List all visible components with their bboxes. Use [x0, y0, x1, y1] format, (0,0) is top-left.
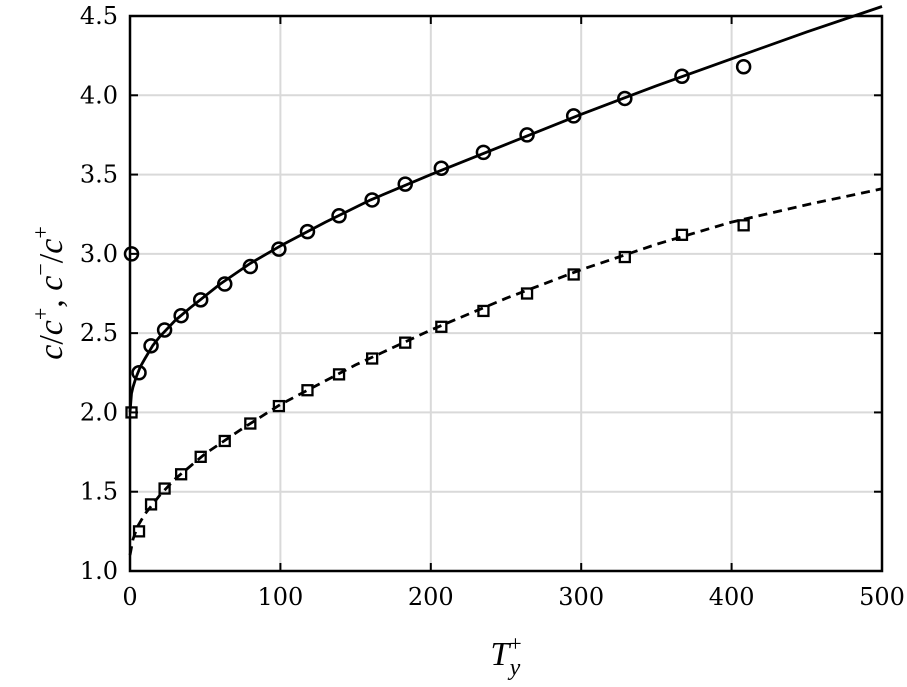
square-marker [399, 336, 412, 349]
grid [130, 16, 882, 571]
x-tick-label: 100 [257, 583, 303, 611]
x-axis-label: T+ y [490, 631, 521, 681]
solid-fit-line [128, 5, 883, 413]
square-marker [244, 417, 257, 430]
y-axis-label: c/c+, c−/c+ [28, 226, 70, 360]
x-tick-label: 0 [122, 583, 137, 611]
y-tick-label: 2.5 [80, 319, 118, 347]
circle-marker [131, 365, 147, 381]
y-tick-label: 4.5 [80, 2, 118, 30]
x-tick-label: 200 [408, 583, 454, 611]
circle-marker [192, 292, 209, 308]
circle-marker [156, 322, 173, 338]
x-tick-label: 500 [859, 583, 905, 611]
circle-marker [364, 192, 380, 208]
circle-marker [331, 208, 347, 224]
square-marker [737, 219, 750, 232]
circle-marker [143, 338, 159, 354]
x-tick-label: 400 [709, 583, 755, 611]
y-tick-label: 2.0 [80, 398, 118, 426]
series-layer [123, 5, 883, 556]
plot-frame [128, 14, 884, 573]
square-marker [144, 498, 158, 511]
y-tick-label: 3.5 [80, 161, 118, 189]
x-tick-label: 300 [558, 583, 604, 611]
circle-marker [299, 223, 316, 240]
circle-marker [674, 68, 690, 85]
square-marker [567, 268, 580, 281]
square-series [125, 219, 750, 538]
circle-marker [475, 144, 492, 161]
square-marker [301, 384, 314, 397]
y-tick-label: 1.0 [80, 557, 118, 585]
circle-marker [735, 58, 752, 75]
square-marker [272, 399, 286, 413]
square-marker [332, 368, 346, 381]
dashed-fit-line [128, 187, 883, 556]
square-marker [158, 482, 171, 495]
square-marker [218, 434, 231, 448]
circle-marker [123, 246, 140, 262]
square-marker [174, 468, 188, 481]
y-tick-label: 1.5 [80, 478, 118, 506]
circle-marker [519, 127, 535, 143]
y-tick-label: 3.0 [80, 240, 118, 268]
y-tick-label: 4.0 [80, 81, 118, 109]
circle-series [123, 58, 752, 381]
circle-marker [173, 307, 189, 324]
square-marker [477, 304, 490, 318]
tick-layer: 0 100 200 300 400 500 1.0 1.5 2.0 2.5 3.0 3.5 4.0 4.5 [80, 2, 905, 611]
square-marker [194, 450, 207, 463]
circle-marker [617, 90, 633, 107]
